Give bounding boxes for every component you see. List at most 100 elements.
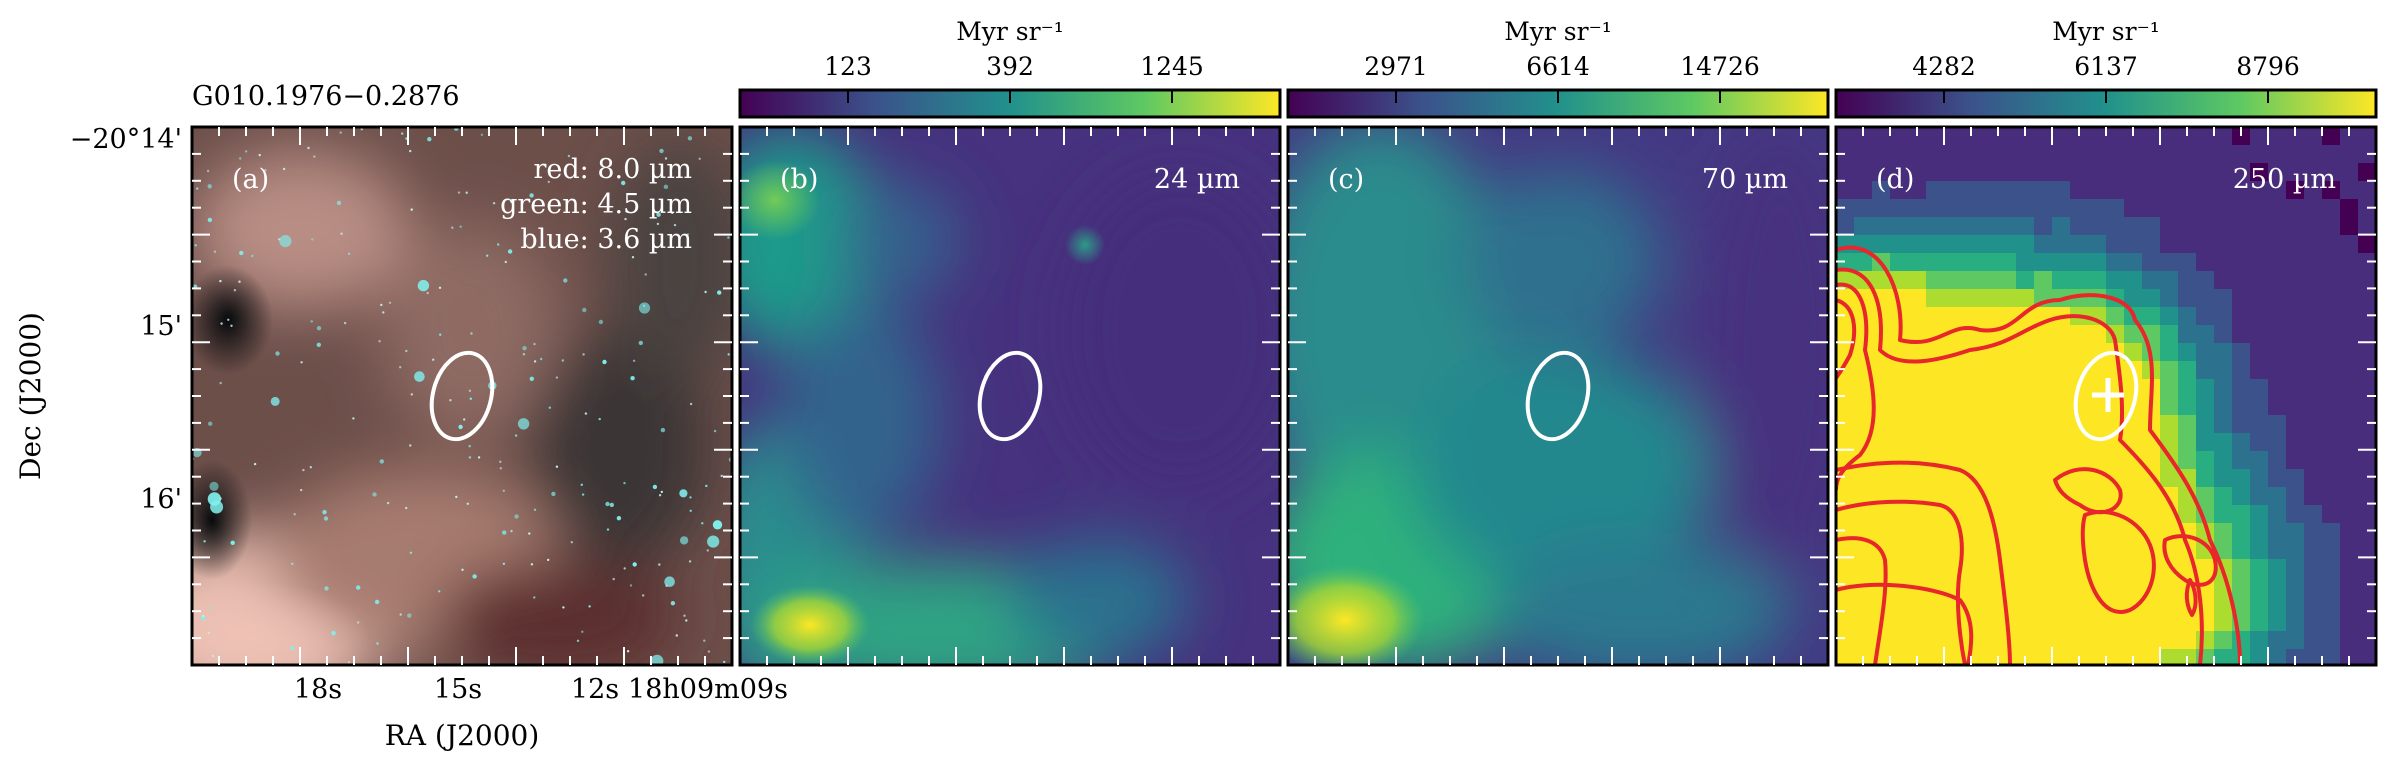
map-pixel [2196,235,2214,253]
star [706,549,709,552]
star [322,510,327,515]
map-pixel [2304,379,2322,397]
map-pixel [2070,559,2088,577]
star [664,576,675,587]
map-pixel [2070,199,2088,217]
star [547,558,550,562]
map-pixel [2052,343,2070,361]
panel-d-pixels [1836,127,2376,665]
star [409,444,412,447]
map-pixel [2106,271,2124,289]
map-pixel [2178,289,2196,307]
map-pixel [1962,451,1980,469]
map-pixel [1962,289,1980,307]
map-pixel [1854,613,1872,631]
map-pixel [2232,145,2250,163]
map-pixel [2070,613,2088,631]
map-pixel [2196,541,2214,559]
map-pixel [1944,415,1962,433]
star [533,508,537,511]
star [540,357,543,361]
map-pixel [2286,397,2304,415]
map-pixel [2034,235,2052,253]
star [576,639,580,642]
map-pixel [2268,613,2286,631]
map-pixel [2178,163,2196,181]
star [258,153,261,157]
map-pixel [2160,145,2178,163]
star [426,291,429,295]
star [410,208,413,211]
map-pixel [1890,613,1908,631]
map-pixel [1890,253,1908,271]
star [438,590,441,593]
map-pixel [2124,199,2142,217]
panel-b-tag: (b) [780,164,818,195]
map-pixel [2250,343,2268,361]
map-pixel [2232,325,2250,343]
map-pixel [2124,253,2142,271]
star [275,351,280,356]
map-pixel [1854,595,1872,613]
star [548,406,551,409]
map-pixel [1854,397,1872,415]
map-pixel [2250,271,2268,289]
map-pixel [2268,505,2286,523]
map-pixel [2304,541,2322,559]
map-pixel [2016,217,2034,235]
map-pixel [2340,613,2358,631]
panel-c-emission [1288,127,1828,665]
colorbar-c-tick-label: 2971 [1364,52,1428,81]
map-pixel [1854,487,1872,505]
map-pixel [1944,541,1962,559]
star [324,586,329,591]
map-pixel [1908,199,1926,217]
map-pixel [2160,253,2178,271]
map-pixel [1980,613,1998,631]
star [382,311,385,314]
map-pixel [2016,253,2034,271]
map-pixel [1854,145,1872,163]
contour-level-7 [1836,536,1888,665]
map-pixel [2340,307,2358,325]
contour-level-6 [1836,499,1967,665]
map-pixel [1998,343,2016,361]
map-pixel [2070,343,2088,361]
dec-tick-label: 16' [140,484,182,515]
panel-c-tag: (c) [1328,164,1364,195]
map-pixel [2034,217,2052,235]
star [455,495,458,499]
map-pixel [1926,379,1944,397]
map-pixel [2160,181,2178,199]
map-pixel [2106,163,2124,181]
colorbar-d-tick-label: 8796 [2236,52,2300,81]
map-pixel [2088,145,2106,163]
star [409,551,413,554]
panel-b-band-label: 24 µm [1154,164,1240,195]
map-pixel [2358,487,2376,505]
map-pixel [2322,451,2340,469]
map-pixel [2124,577,2142,595]
map-pixel [1926,235,1944,253]
map-pixel [1980,577,1998,595]
map-pixel [2250,487,2268,505]
map-pixel [1944,559,1962,577]
map-pixel [2196,415,2214,433]
map-pixel [2250,505,2268,523]
map-pixel [1980,217,1998,235]
map-pixel [2088,523,2106,541]
star [582,353,585,356]
map-pixel [2286,343,2304,361]
star [688,560,692,563]
map-pixel [2304,415,2322,433]
dark-cloud [192,460,252,580]
star [510,529,513,533]
star [664,157,668,160]
star [712,520,723,530]
map-pixel [1854,253,1872,271]
map-pixel [2340,199,2358,217]
map-pixel [1836,379,1854,397]
map-pixel [2250,145,2268,163]
contour-level-12 [1836,582,1974,665]
map-pixel [2268,523,2286,541]
